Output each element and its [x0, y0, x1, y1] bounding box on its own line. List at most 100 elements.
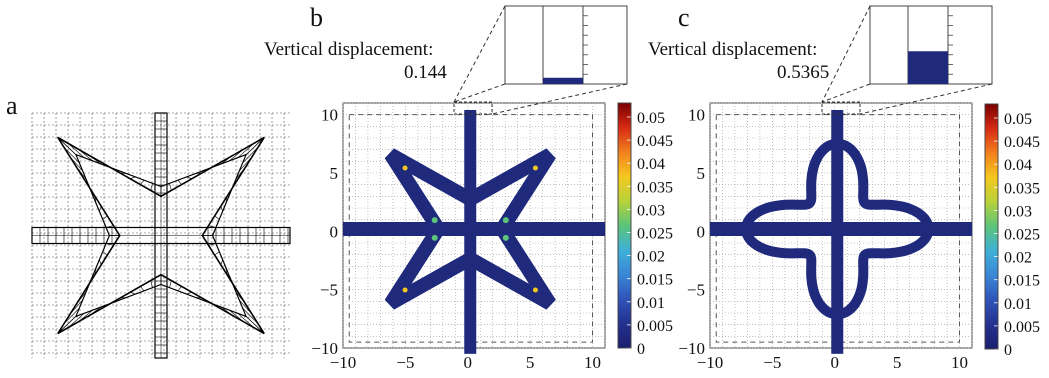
- mesh-element-edge: [239, 299, 253, 315]
- colorbar-tick-label: 0.005: [1004, 319, 1040, 336]
- inset-displacement-fill: [908, 51, 948, 84]
- panel-b-displacement-label: Vertical displacement:: [264, 39, 434, 60]
- mesh-element-edge: [140, 286, 145, 292]
- inset-leader-line: [491, 83, 628, 115]
- mesh-element-edge: [99, 206, 102, 212]
- colorbar-tick-label: 0.045: [1004, 134, 1040, 151]
- colorbar-tick-label: 0.025: [637, 226, 673, 243]
- mesh-element-edge: [98, 303, 111, 311]
- stress-highlight: [502, 234, 509, 241]
- colorbar-tick-label: 0.01: [637, 295, 665, 312]
- x-tick-label: 5: [526, 353, 535, 372]
- stress-highlight: [402, 165, 408, 171]
- colorbar-tick-label: 0.015: [1004, 273, 1040, 290]
- colorbar-tick-label: 0.015: [637, 272, 673, 289]
- inset-leader-line: [821, 5, 871, 103]
- x-tick-label: 0: [831, 353, 840, 372]
- mesh-element-edge: [78, 149, 94, 162]
- y-tick-label: −5: [320, 281, 338, 300]
- mesh-element-edge: [245, 316, 265, 334]
- mesh-element-edge: [69, 299, 83, 315]
- mesh-element-edge: [237, 143, 255, 159]
- panel-c-plot: −10 −5 0 5 10 10 5 0 −5 −10: [678, 102, 973, 372]
- panel-a-label: a: [6, 91, 18, 120]
- panel-b-colorbar: 0.05 0.045 0.04 0.035 0.03 0.025 0.02 0.015 0.01…: [617, 102, 673, 358]
- y-tick-label: 10: [688, 106, 705, 125]
- panel-b-label: b: [310, 3, 323, 32]
- mesh-element-edge: [225, 267, 228, 275]
- stress-highlight: [402, 287, 408, 293]
- mesh-element-edge: [94, 267, 97, 275]
- mesh-element-edge: [232, 283, 240, 295]
- mesh-element-edge: [186, 176, 193, 179]
- panel-c-inset: [821, 5, 993, 115]
- colorbar-border: [984, 103, 999, 350]
- mesh-element-edge: [177, 286, 182, 292]
- star-frame: [384, 148, 556, 310]
- colorbar-tick-label: 0: [1004, 342, 1012, 359]
- mesh-element-edge: [88, 306, 102, 317]
- mesh-element-edge: [88, 275, 93, 285]
- panel-c-displacement-label: Vertical displacement:: [648, 39, 818, 60]
- mesh-element-edge: [88, 186, 93, 196]
- mesh-element-edge: [67, 312, 85, 328]
- mesh-element-edge: [195, 296, 203, 299]
- stress-highlight: [532, 287, 538, 293]
- panel-c-displacement-value: 0.5365: [777, 62, 830, 83]
- y-tick-label: −5: [687, 281, 705, 300]
- colorbar-tick-label: 0.04: [1004, 157, 1032, 174]
- panel-c-colorbar: 0.05 0.045 0.04 0.035 0.03 0.025 0.02 0.015 0.01…: [984, 103, 1040, 359]
- mesh-element-edge: [203, 300, 213, 305]
- mesh-element-edge: [102, 251, 108, 256]
- x-tick-label: −5: [763, 353, 781, 372]
- colorbar-tick-label: 0.005: [637, 318, 673, 335]
- mesh-element-edge: [195, 172, 203, 175]
- mesh-element-edge: [99, 259, 102, 265]
- panel-a-mesh: [31, 112, 291, 359]
- colorbar-tick-label: 0.01: [1004, 296, 1032, 313]
- star-frame: [740, 138, 934, 320]
- colorbar-tick-label: 0.02: [1004, 250, 1032, 267]
- mesh-element-edge: [228, 309, 244, 322]
- inset-frame: [504, 5, 628, 85]
- mesh-element-edge: [229, 186, 234, 196]
- mesh-element-edge: [78, 309, 94, 322]
- mesh-element-edge: [119, 296, 127, 299]
- panel-b-plot: −10 −5 0 5 10 10 5 0 −5 −10: [311, 102, 606, 372]
- mesh-element-edge: [63, 308, 80, 324]
- x-tick-label: 5: [893, 353, 902, 372]
- mesh-element-edge: [150, 183, 153, 191]
- colorbar-border: [617, 102, 632, 349]
- mesh-element-edge: [76, 166, 87, 180]
- y-tick-label: −10: [311, 339, 338, 358]
- inset-leader-line: [453, 83, 506, 103]
- mesh-element-edge: [242, 308, 259, 324]
- colorbar-tick-label: 0.03: [1004, 203, 1032, 220]
- mesh-element-edge: [214, 251, 220, 256]
- y-tick-label: 0: [697, 222, 706, 241]
- stress-highlight: [532, 165, 538, 171]
- mesh-element-edge: [88, 154, 102, 165]
- inset-leader-line: [453, 5, 506, 103]
- mesh-element-edge: [119, 172, 127, 175]
- mesh-element-edge: [177, 179, 182, 185]
- mesh-element-edge: [82, 176, 90, 188]
- mesh-element-edge: [109, 300, 119, 305]
- colorbar-tick-label: 0.02: [637, 249, 665, 266]
- mesh-element-edge: [232, 176, 240, 188]
- x-tick-label: 10: [584, 353, 601, 372]
- x-tick-label: −10: [330, 353, 357, 372]
- mesh-element-edge: [82, 283, 90, 295]
- mesh-element-edge: [98, 160, 111, 168]
- vertical-bar: [464, 110, 477, 354]
- stress-highlight: [431, 217, 438, 224]
- y-tick-label: 5: [330, 164, 339, 183]
- inset-displacement-fill: [543, 77, 583, 84]
- colorbar-tick-label: 0.045: [637, 133, 673, 150]
- mesh-element-edge: [57, 316, 77, 334]
- mesh-element-edge: [214, 215, 220, 220]
- mesh-element-edge: [225, 196, 228, 204]
- panel-b-inset: [453, 5, 628, 115]
- colorbar-tick-label: 0.035: [1004, 180, 1040, 197]
